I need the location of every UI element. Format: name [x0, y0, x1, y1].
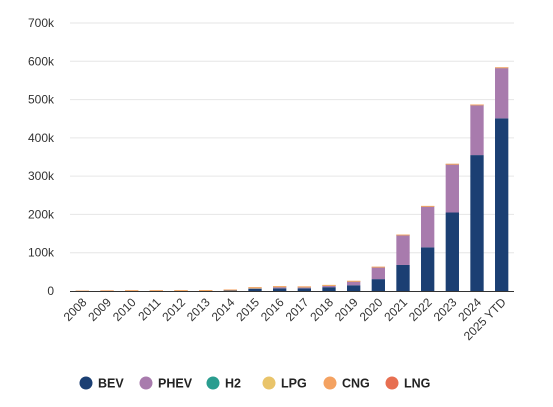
bar-segment-bev[interactable] [470, 155, 484, 291]
bar-segment-bev[interactable] [347, 285, 361, 291]
legend-marker [262, 376, 276, 390]
bar-segment-phev[interactable] [322, 285, 336, 288]
bar-segment-lpg[interactable] [248, 287, 262, 289]
bar-segment-lpg[interactable] [273, 286, 287, 288]
legend-item-lpg[interactable]: LPG [262, 376, 307, 391]
y-tick-label: 600k [28, 54, 55, 68]
bar-segment-cng[interactable] [347, 280, 361, 282]
y-tick-label: 400k [28, 131, 55, 145]
bar-segment-cng[interactable] [75, 290, 89, 292]
legend-marker [79, 376, 93, 390]
bar-segment-phev[interactable] [347, 281, 361, 286]
legend-label: BEV [98, 377, 124, 391]
legend-item-phev[interactable]: PHEV [139, 376, 193, 391]
bar-segment-bev[interactable] [396, 264, 410, 291]
bar-segment-cng[interactable] [199, 290, 213, 291]
legend-marker [385, 376, 399, 390]
y-tick-label: 100k [28, 246, 55, 260]
x-axis-labels: 2008200920102011201220132014201520162017… [61, 295, 509, 343]
bar-segment-bev[interactable] [495, 118, 509, 291]
y-axis-labels: 0 100k 200k 300k 400k 500k 600k 700k [28, 16, 55, 298]
bar-segment-phev[interactable] [273, 286, 287, 289]
bar-segment-cng[interactable] [470, 104, 484, 106]
x-tick-label: 2014 [209, 295, 238, 324]
legend-item-h2[interactable]: H2 [206, 376, 242, 391]
bar-segment-cng[interactable] [396, 234, 410, 236]
bar-segment-cng[interactable] [297, 286, 311, 288]
legend-item-cng[interactable]: CNG [323, 376, 370, 391]
bar-segment-bev[interactable] [421, 247, 435, 291]
bar-segment-bev[interactable] [273, 288, 287, 291]
bar-segment-phev[interactable] [445, 163, 459, 213]
legend-marker [323, 376, 337, 390]
bar-segment-bev[interactable] [248, 288, 262, 291]
x-tick-label: 2016 [258, 295, 287, 324]
bars-layer [75, 67, 509, 292]
bar-segment-bev[interactable] [371, 279, 385, 291]
x-tick-label: 2011 [135, 295, 163, 323]
legend-label: PHEV [158, 377, 193, 391]
legend-item-lng[interactable]: LNG [385, 376, 431, 391]
x-tick-label: 2023 [431, 295, 460, 324]
x-tick-label: 2019 [332, 295, 361, 324]
bar-segment-phev[interactable] [297, 286, 311, 289]
bar-segment-phev[interactable] [396, 234, 410, 265]
x-tick-label: 2009 [85, 295, 114, 324]
bar-segment-cng[interactable] [495, 67, 509, 69]
bar-segment-bev[interactable] [445, 212, 459, 291]
x-tick-label: 2022 [406, 295, 435, 324]
bar-segment-phev[interactable] [470, 104, 484, 156]
bar-segment-bev[interactable] [297, 288, 311, 291]
y-tick-label: 300k [28, 169, 55, 183]
bar-segment-phev[interactable] [421, 206, 435, 248]
legend-marker [206, 376, 220, 390]
bar-segment-cng[interactable] [445, 163, 459, 165]
x-tick-label: 2017 [283, 295, 312, 324]
x-tick-label: 2013 [184, 295, 213, 324]
bar-segment-cng[interactable] [100, 290, 114, 292]
bar-segment-cng[interactable] [223, 289, 237, 291]
bar-segment-cng[interactable] [421, 205, 435, 207]
legend-item-bev[interactable]: BEV [79, 376, 125, 391]
bar-segment-phev[interactable] [495, 67, 509, 119]
x-tick-label: 2012 [159, 295, 188, 324]
bar-segment-cng[interactable] [273, 286, 287, 287]
bar-segment-cng[interactable] [149, 290, 163, 291]
legend-marker [139, 376, 153, 390]
legend-label: CNG [342, 377, 370, 391]
legend[interactable]: BEV PHEV H2 LPG CNG LNG [79, 376, 431, 391]
x-tick-label: 2020 [357, 295, 386, 324]
x-tick-label: 2018 [307, 295, 336, 324]
y-tick-label: 500k [28, 93, 55, 107]
bar-segment-bev[interactable] [322, 287, 336, 291]
bar-segment-phev[interactable] [371, 266, 385, 280]
legend-label: LPG [281, 377, 307, 391]
bar-segment-cng[interactable] [322, 284, 336, 286]
bar-segment-cng[interactable] [174, 290, 188, 291]
bar-segment-cng[interactable] [125, 290, 139, 291]
x-tick-label: 2010 [110, 295, 139, 324]
legend-label: H2 [225, 377, 241, 391]
bar-segment-cng[interactable] [248, 287, 262, 288]
bar-segment-cng[interactable] [371, 266, 385, 268]
x-tick-label: 2015 [233, 295, 262, 324]
legend-label: LNG [404, 377, 430, 391]
y-tick-label: 200k [28, 207, 55, 221]
y-tick-label: 0 [47, 284, 54, 298]
grid-layer [70, 22, 514, 254]
y-tick-label: 700k [28, 16, 55, 30]
x-tick-label: 2008 [61, 295, 90, 324]
x-tick-label: 2021 [381, 295, 410, 324]
